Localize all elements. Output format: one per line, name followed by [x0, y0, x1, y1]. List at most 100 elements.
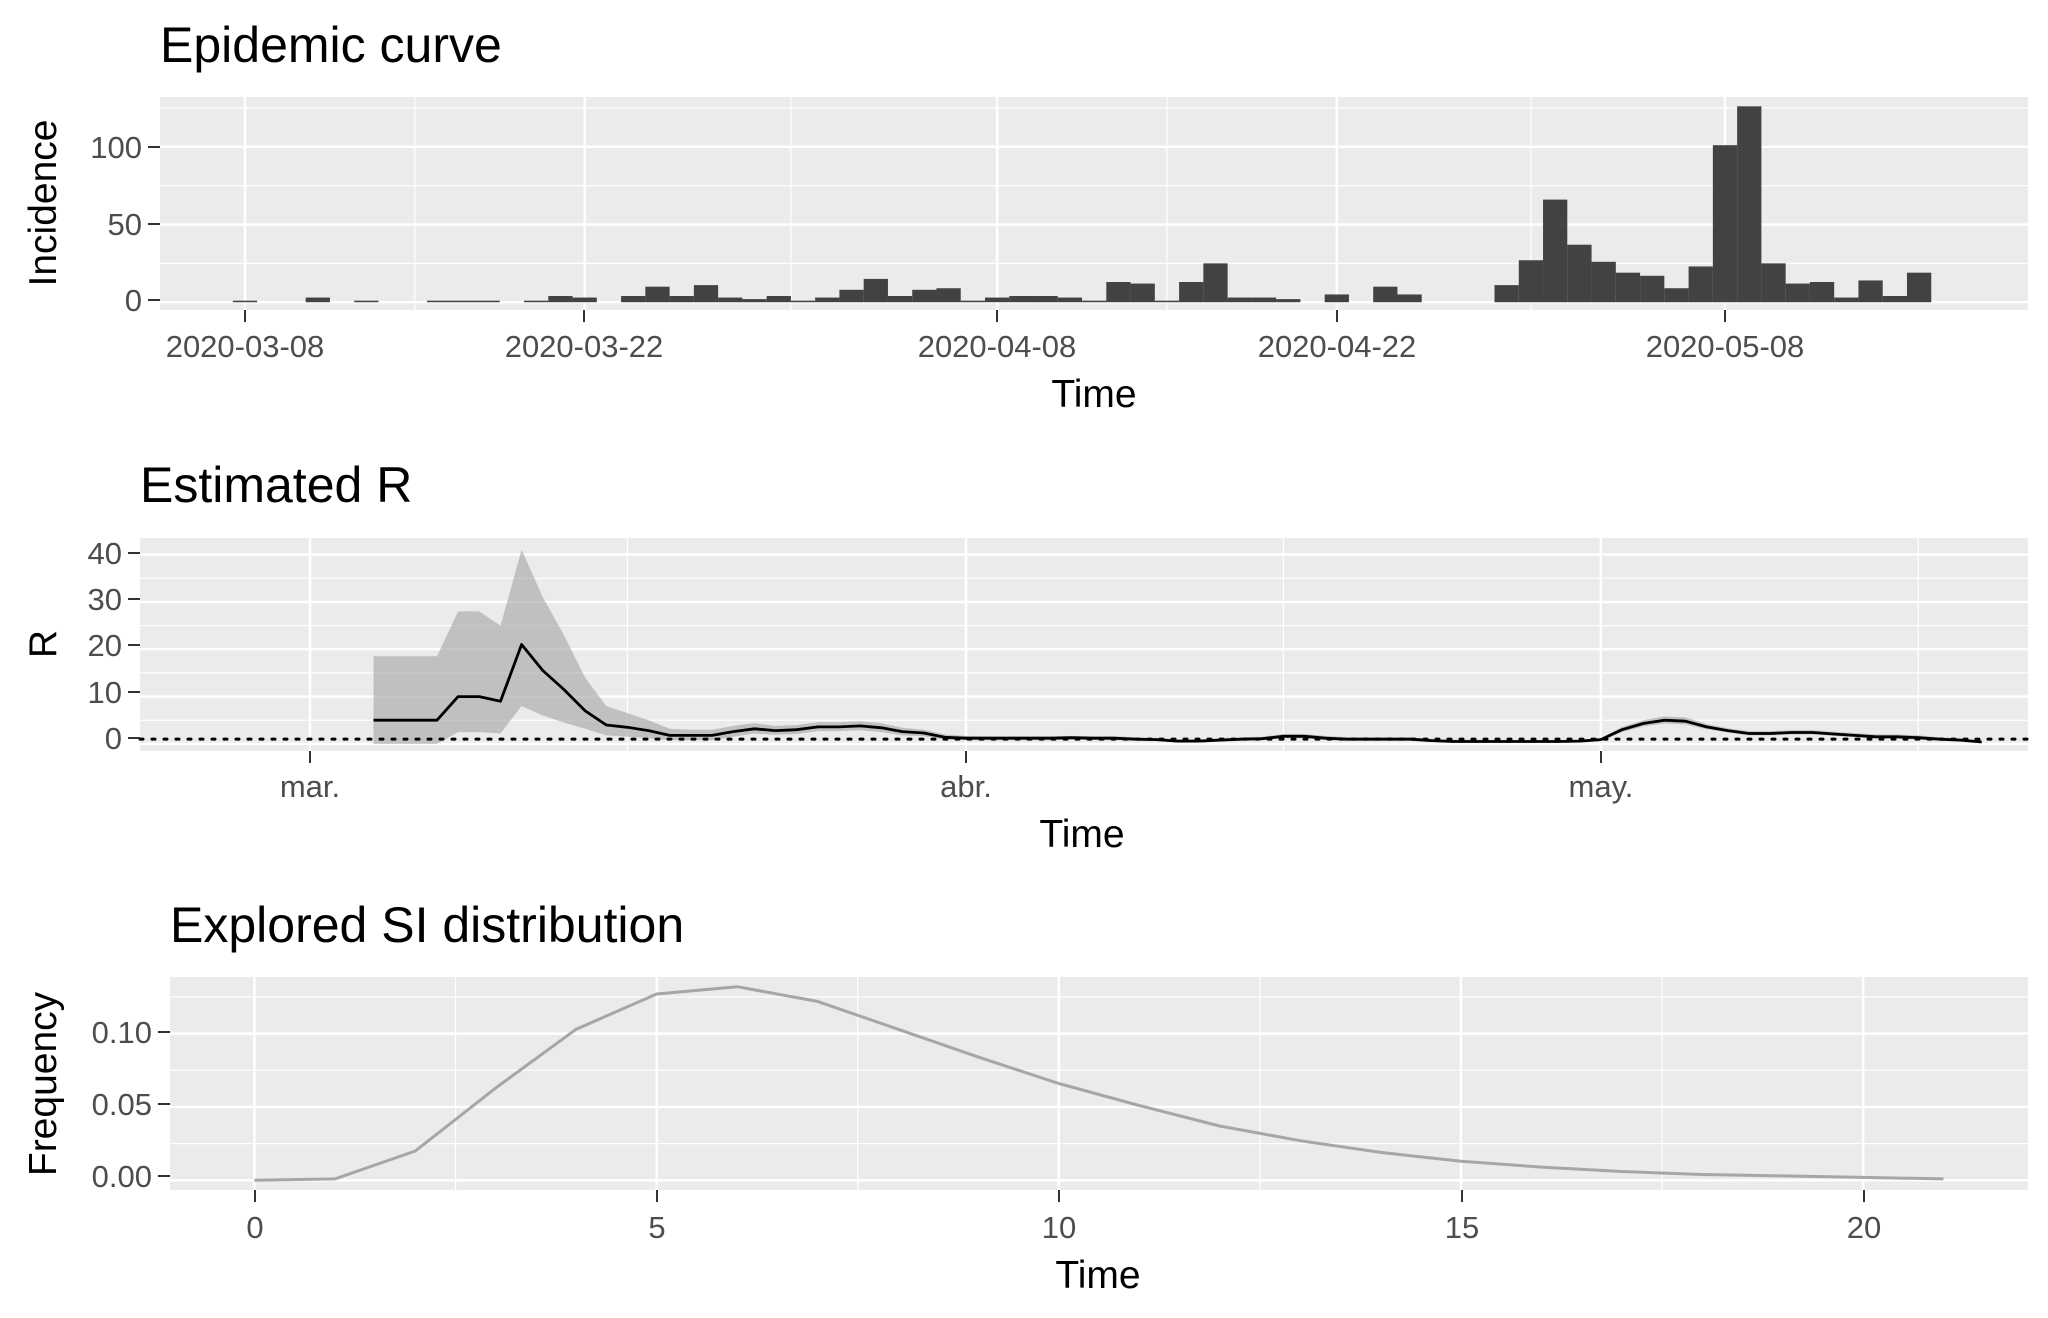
incidence-bar: [985, 297, 1010, 303]
incidence-bar: [1033, 296, 1058, 303]
y-tick-label: 10: [88, 675, 122, 710]
estimated-r-y-ticks: 40 30 20 10 0: [88, 536, 140, 756]
incidence-bar: [524, 300, 549, 303]
y-tick-label: 0.10: [92, 1015, 152, 1050]
incidence-bar: [1057, 297, 1083, 303]
x-tick-label: 15: [1445, 1210, 1479, 1245]
x-tick-label: mar.: [280, 769, 340, 804]
x-tick-label: 2020-04-08: [918, 329, 1077, 364]
incidence-bar: [1664, 288, 1689, 303]
x-tick-label: 0: [246, 1210, 263, 1245]
incidence-bar: [1615, 272, 1641, 303]
y-tick-label: 100: [90, 130, 142, 165]
incidence-bar: [1567, 244, 1592, 303]
epidemic-curve-bars: [232, 106, 1932, 303]
incidence-bar: [815, 297, 840, 303]
x-tick-label: may.: [1569, 769, 1634, 804]
x-tick-label: abr.: [940, 769, 992, 804]
incidence-bar: [1494, 285, 1519, 303]
incidence-bar: [1906, 272, 1932, 303]
incidence-bar: [1106, 282, 1131, 303]
incidence-bar: [718, 297, 743, 303]
incidence-bar: [232, 300, 258, 303]
incidence-bar: [693, 285, 719, 303]
incidence-bar: [863, 278, 888, 303]
incidence-bar: [1858, 280, 1883, 303]
incidence-bar: [1009, 296, 1034, 303]
x-tick-label: 10: [1042, 1210, 1076, 1245]
si-distribution-x-ticks: 0 5 10 15 20: [246, 1190, 1881, 1245]
incidence-bar: [475, 300, 500, 303]
incidence-bar: [1688, 266, 1713, 303]
incidence-bar: [1882, 296, 1907, 303]
y-tick-label: 50: [108, 207, 142, 242]
incidence-bar: [572, 297, 597, 303]
y-tick-label: 30: [88, 582, 122, 617]
estimated-r-mean-line: [373, 643, 1982, 744]
x-tick-label: 5: [648, 1210, 665, 1245]
incidence-bar: [766, 296, 791, 303]
incidence-bar: [1276, 299, 1301, 303]
incidence-bar: [354, 300, 379, 303]
incidence-bar: [1543, 199, 1568, 303]
incidence-bar: [1227, 297, 1252, 303]
y-tick-label: 0.00: [92, 1159, 152, 1194]
epidemic-curve-x-axis-title: Time: [1051, 373, 1136, 416]
si-distribution-plot-background: [170, 977, 2028, 1190]
incidence-bar: [451, 300, 476, 303]
x-tick-label: 2020-04-22: [1258, 329, 1417, 364]
incidence-bar: [839, 289, 864, 303]
y-tick-label: 0: [125, 283, 142, 318]
estimated-r-y-axis-title: R: [22, 630, 65, 658]
si-distribution-major-grid: [170, 977, 2028, 1190]
si-distribution-x-axis-title: Time: [1055, 1254, 1140, 1297]
incidence-bar: [305, 297, 330, 303]
incidence-bar: [887, 296, 913, 303]
si-distribution-y-ticks: 0.10 0.05 0.00: [92, 1015, 170, 1194]
incidence-bar: [645, 286, 670, 303]
estimated-r-panel: Estimated R 40 30 20 10 0 mar. abr. may.…: [22, 457, 2030, 856]
x-tick-label: 2020-05-08: [1646, 329, 1805, 364]
si-distribution-y-axis-title: Frequency: [22, 991, 65, 1176]
si-distribution-panel: Explored SI distribution 0.10 0.05 0.00 …: [22, 897, 2028, 1297]
incidence-bar: [548, 296, 573, 303]
si-distribution-line: [254, 985, 1944, 1182]
si-distribution-minor-grid: [170, 977, 2028, 1190]
incidence-bar: [426, 300, 452, 303]
incidence-bar: [1203, 263, 1228, 303]
incidence-bar: [1761, 263, 1786, 303]
incidence-bar: [1397, 294, 1422, 303]
incidence-bar: [1518, 260, 1544, 303]
incidence-bar: [1809, 282, 1835, 303]
incidence-bar: [936, 288, 961, 303]
incidence-bar: [742, 299, 767, 303]
incidence-bar: [669, 296, 694, 303]
epidemic-curve-panel: Epidemic curve 100 50 0 2020-03-08 2020-…: [22, 17, 2028, 416]
epidemic-curve-y-axis-title: Incidence: [22, 120, 65, 287]
incidence-bar: [1154, 300, 1180, 303]
incidence-bar: [790, 300, 816, 303]
incidence-bar: [1712, 145, 1738, 303]
incidence-bar: [1785, 283, 1810, 303]
incidence-bar: [1179, 282, 1204, 303]
y-tick-label: 0: [105, 721, 122, 756]
y-tick-label: 40: [88, 536, 122, 571]
x-tick-label: 20: [1847, 1210, 1881, 1245]
incidence-bar: [1324, 294, 1349, 303]
epidemic-curve-title: Epidemic curve: [160, 17, 502, 73]
x-tick-label: 2020-03-22: [505, 329, 664, 364]
si-frequency-line: [254, 985, 1944, 1182]
incidence-bar: [912, 289, 937, 303]
incidence-bar: [1082, 300, 1107, 303]
incidence-bar: [960, 300, 985, 303]
si-distribution-title: Explored SI distribution: [170, 897, 684, 953]
x-tick-label: 2020-03-08: [166, 329, 325, 364]
incidence-bar: [621, 296, 646, 303]
y-tick-label: 20: [88, 628, 122, 663]
incidence-bar: [1251, 297, 1277, 303]
y-tick-label: 0.05: [92, 1087, 152, 1122]
epidemic-curve-y-ticks: 100 50 0: [90, 130, 160, 318]
estimated-r-x-ticks: mar. abr. may.: [280, 751, 1634, 804]
incidence-bar: [1591, 261, 1616, 303]
